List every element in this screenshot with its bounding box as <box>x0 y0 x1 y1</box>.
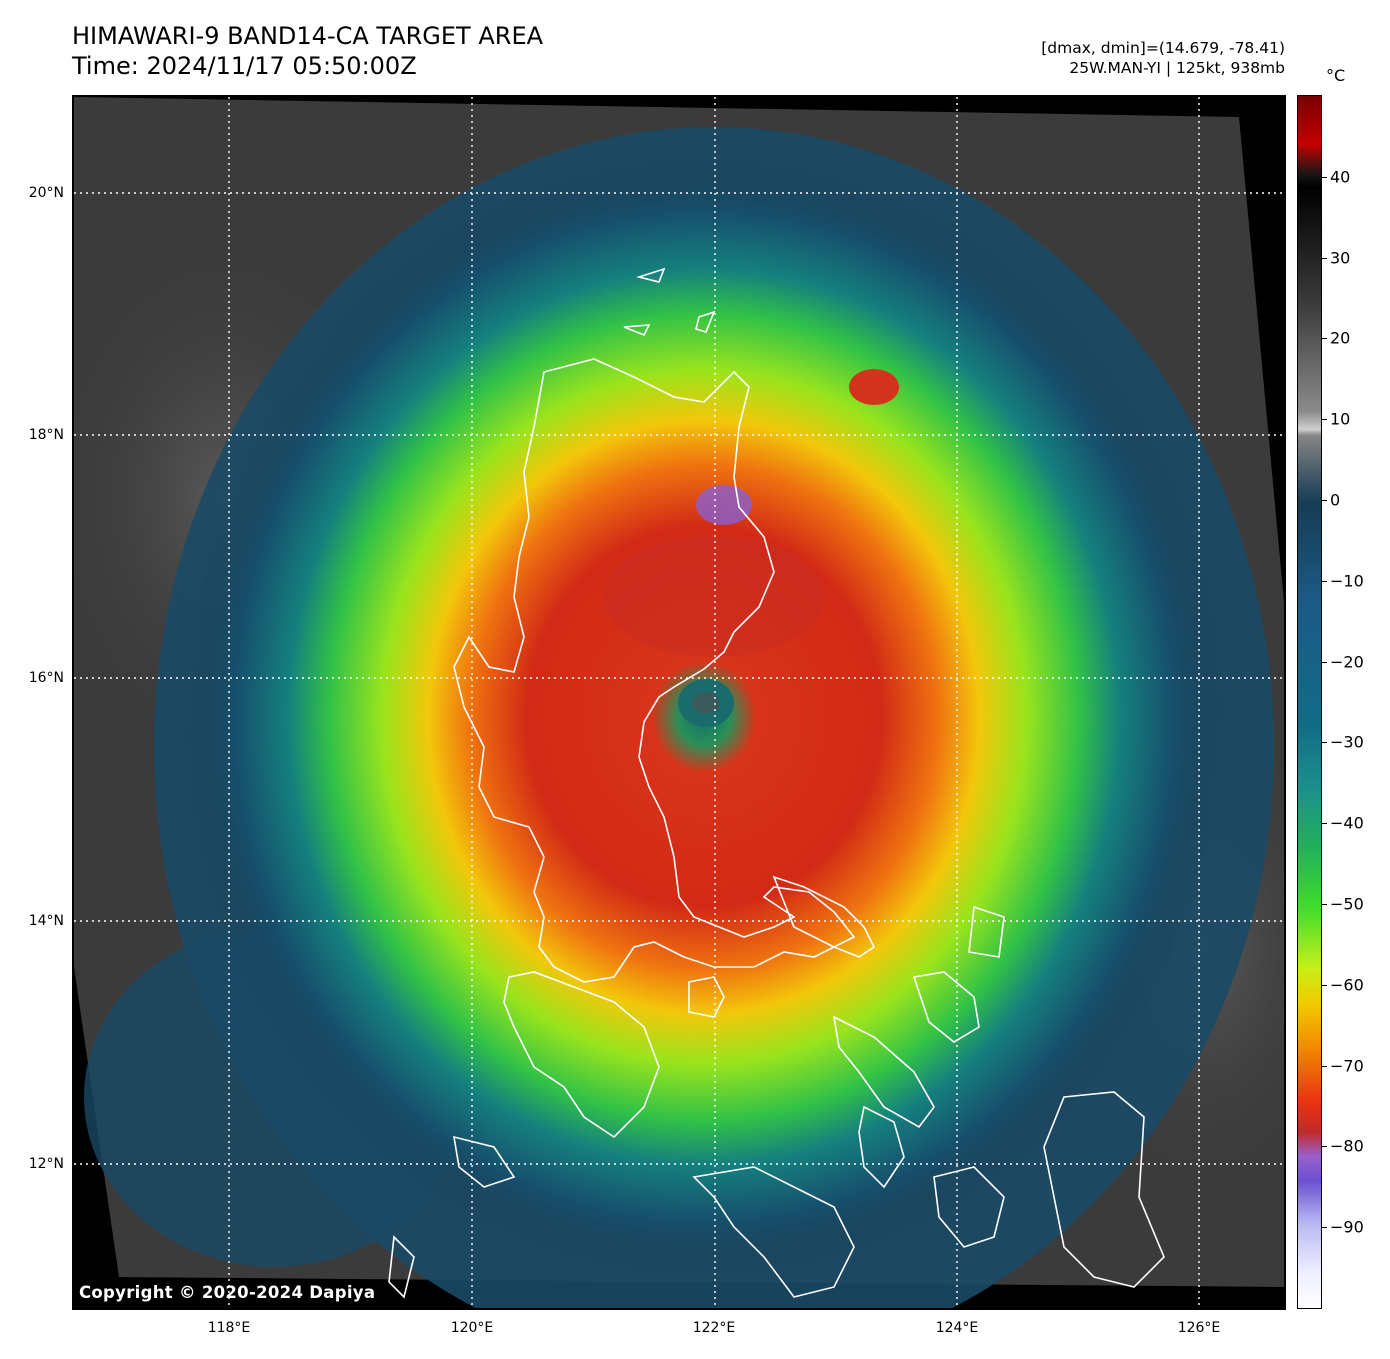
graticule <box>74 97 1284 1308</box>
colorbar-tick <box>1322 661 1327 663</box>
satellite-map: Copyright © 2020-2024 Dapiya <box>72 95 1286 1310</box>
colorbar-tick-label: −10 <box>1330 571 1364 591</box>
lon-label-120e: 120°E <box>450 1320 494 1336</box>
lon-label-126e: 126°E <box>1177 1320 1221 1336</box>
colorbar-tick <box>1322 419 1327 421</box>
colorbar-tick-label: −60 <box>1330 975 1364 995</box>
colorbar-tick-label: 20 <box>1330 328 1351 348</box>
copyright-notice: Copyright © 2020-2024 Dapiya <box>79 1283 376 1302</box>
colorbar-tick <box>1322 1227 1327 1229</box>
timestamp: Time: 2024/11/17 05:50:00Z <box>72 52 417 80</box>
colorbar-tick-label: 40 <box>1330 167 1351 187</box>
temperature-colorbar <box>1297 95 1322 1309</box>
lat-label-20n: 20°N <box>28 185 64 201</box>
colorbar-tick <box>1322 580 1327 582</box>
colorbar-tick-label: −80 <box>1330 1136 1364 1156</box>
lon-label-124e: 124°E <box>935 1320 979 1336</box>
colorbar-tick <box>1322 1146 1327 1148</box>
lon-label-122e: 122°E <box>692 1320 736 1336</box>
infrared-imagery <box>74 97 1284 1308</box>
colorbar-tick-label: 10 <box>1330 409 1351 429</box>
colorbar-tick <box>1322 984 1327 986</box>
storm-info: 25W.MAN-YI | 125kt, 938mb <box>1069 59 1285 77</box>
chart-title: HIMAWARI-9 BAND14-CA TARGET AREA <box>72 22 544 50</box>
colorbar-tick-label: −90 <box>1330 1217 1364 1237</box>
colorbar-tick <box>1322 176 1327 178</box>
colorbar-tick-label: −30 <box>1330 732 1364 752</box>
colorbar-tick-label: −70 <box>1330 1056 1364 1076</box>
colorbar-tick-label: −40 <box>1330 813 1364 833</box>
coastlines <box>388 267 1165 1299</box>
colorbar-tick <box>1322 823 1327 825</box>
colorbar-tick <box>1322 500 1327 501</box>
colorbar-tick-label: 30 <box>1330 248 1351 268</box>
lon-label-118e: 118°E <box>207 1320 251 1336</box>
colorbar-tick <box>1322 1065 1327 1067</box>
lat-label-18n: 18°N <box>28 427 64 443</box>
colorbar-tick <box>1322 904 1327 905</box>
colorbar-tick <box>1322 338 1327 340</box>
colorbar-unit: °C <box>1326 66 1346 85</box>
lat-label-16n: 16°N <box>28 670 64 686</box>
colorbar-tick-label: 0 <box>1330 490 1341 510</box>
colorbar-tick-label: −50 <box>1330 894 1364 914</box>
lat-label-12n: 12°N <box>28 1156 64 1172</box>
colorbar-tick <box>1322 257 1327 259</box>
dmax-dmin-readout: [dmax, dmin]=(14.679, -78.41) <box>1041 39 1285 57</box>
colorbar-tick-label: −20 <box>1330 652 1364 672</box>
colorbar-tick <box>1322 742 1327 744</box>
lat-label-14n: 14°N <box>28 913 64 929</box>
